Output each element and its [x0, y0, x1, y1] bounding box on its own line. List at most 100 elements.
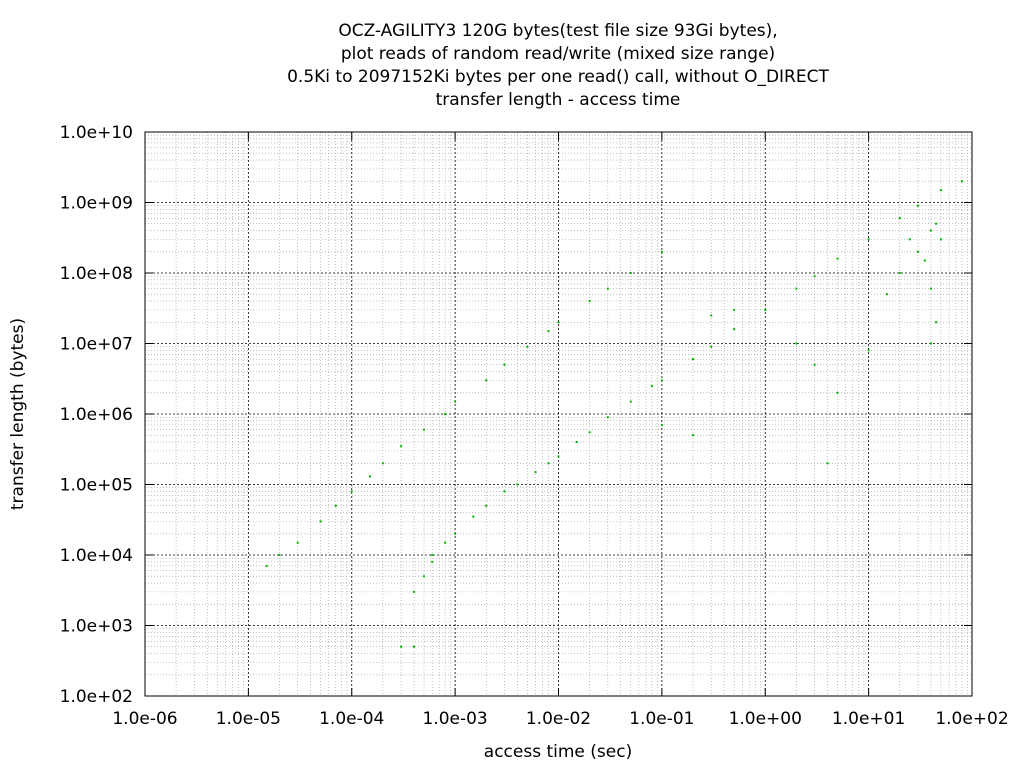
chart-title-line-3: 0.5Ki to 2097152Ki bytes per one read() … [287, 67, 829, 87]
data-point [629, 400, 632, 403]
y-tick-label: 1.0e+09 [60, 194, 133, 214]
data-point [935, 321, 938, 324]
data-point [503, 490, 506, 493]
data-point [660, 423, 663, 426]
data-point [454, 400, 457, 403]
data-point [485, 504, 488, 507]
data-point [516, 483, 519, 486]
data-point [898, 217, 901, 220]
data-point [929, 342, 932, 345]
x-axis-label: access time (sec) [484, 742, 632, 762]
data-point [929, 229, 932, 232]
data-point [898, 272, 901, 274]
data-point [916, 250, 919, 253]
data-point [908, 238, 911, 241]
data-point [444, 541, 447, 544]
data-point [485, 379, 488, 382]
data-point [278, 554, 281, 556]
data-point [795, 342, 798, 345]
plot-frame [144, 131, 973, 697]
data-point [423, 428, 426, 431]
y-tick-label: 1.0e+08 [60, 264, 133, 284]
data-point [575, 441, 578, 444]
data-point [381, 462, 384, 465]
x-tick-label: 1.0e-04 [319, 709, 384, 729]
data-point [454, 532, 457, 535]
data-point [588, 300, 591, 303]
data-point [557, 321, 560, 324]
data-point [412, 590, 415, 593]
data-point [733, 308, 736, 311]
data-point [400, 645, 403, 648]
data-point [296, 541, 299, 544]
data-point [813, 275, 816, 278]
data-point [526, 345, 529, 348]
data-point [939, 238, 942, 241]
data-point [547, 330, 550, 333]
data-point [660, 379, 663, 382]
data-point [629, 272, 632, 274]
data-point [916, 204, 919, 207]
data-point [691, 358, 694, 361]
data-point [867, 238, 870, 241]
data-point [795, 287, 798, 290]
chart-title-line-1: OCZ-AGILITY3 120G bytes(test file size 9… [338, 21, 777, 41]
y-tick-label: 1.0e+06 [60, 405, 133, 425]
data-point [368, 475, 371, 478]
data-point [733, 328, 736, 331]
data-point [472, 515, 475, 518]
data-point [350, 490, 353, 493]
x-tick-label: 1.0e-06 [112, 709, 177, 729]
data-point [867, 349, 870, 352]
y-tick-labels: 1.0e+02 1.0e+03 1.0e+04 1.0e+05 1.0e+06 1.0e+… [60, 123, 133, 707]
y-tick-label: 1.0e+02 [60, 687, 133, 707]
data-point [650, 384, 653, 387]
data-point [423, 575, 426, 578]
y-tick-label: 1.0e+07 [60, 335, 133, 355]
data-point [557, 455, 560, 458]
data-point [334, 504, 337, 507]
y-tick-label: 1.0e+04 [60, 546, 133, 566]
y-tick-label: 1.0e+03 [60, 617, 133, 637]
x-tick-label: 1.0e-03 [422, 709, 487, 729]
data-point [826, 462, 829, 465]
x-tick-label: 1.0e+00 [729, 709, 802, 729]
data-point [836, 391, 839, 394]
x-tick-label: 1.0e-05 [216, 709, 281, 729]
data-point [691, 434, 694, 437]
x-tick-label: 1.0e-02 [526, 709, 591, 729]
data-point [265, 564, 268, 567]
x-tick-label: 1.0e-01 [629, 709, 694, 729]
data-point [606, 416, 609, 419]
data-point [710, 345, 713, 348]
data-point [935, 222, 938, 225]
data-point [960, 180, 963, 183]
y-axis-label: transfer length (bytes) [8, 318, 28, 510]
data-point [939, 189, 942, 192]
chart-title-line-4: transfer length - access time [436, 90, 681, 110]
data-point [319, 520, 322, 523]
data-point [923, 259, 926, 262]
data-point [431, 554, 434, 556]
data-point [660, 250, 663, 253]
data-point [444, 413, 447, 415]
data-point [710, 314, 713, 317]
data-point [764, 308, 767, 311]
data-point [547, 462, 550, 465]
y-tick-label: 1.0e+05 [60, 476, 133, 496]
data-point [400, 445, 403, 448]
chart-title: OCZ-AGILITY3 120G bytes(test file size 9… [287, 21, 829, 110]
data-point [813, 363, 816, 366]
data-points [265, 180, 963, 648]
data-point [412, 645, 415, 648]
data-point [836, 257, 839, 260]
x-tick-label: 1.0e+01 [832, 709, 905, 729]
x-tick-label: 1.0e+02 [935, 709, 1008, 729]
y-tick-label: 1.0e+10 [60, 123, 133, 143]
data-point [588, 431, 591, 434]
grid [144, 131, 973, 697]
data-point [606, 287, 609, 290]
chart-title-line-2: plot reads of random read/write (mixed s… [341, 44, 775, 64]
data-point [503, 363, 506, 366]
